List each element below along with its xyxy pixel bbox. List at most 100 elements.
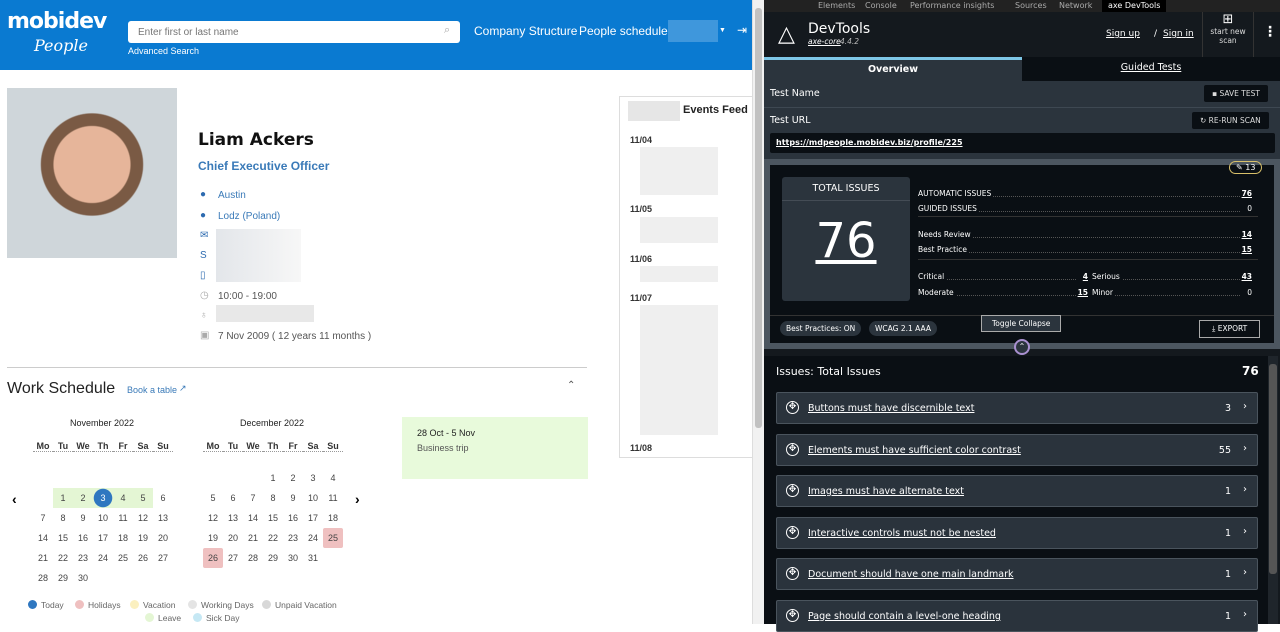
issue-title[interactable]: Document should have one main landmark (808, 569, 1014, 580)
calendar-day[interactable]: 2 (290, 473, 296, 483)
calendar-day[interactable]: 26 (203, 548, 223, 568)
calendar-day[interactable]: 13 (157, 513, 168, 523)
tab-console[interactable]: Console (865, 1, 897, 10)
calendar-day[interactable]: 17 (307, 513, 318, 523)
nav-people-schedule[interactable]: People schedule (579, 24, 668, 38)
calendar-day[interactable]: 6 (160, 493, 166, 503)
best-practices-toggle[interactable]: Best Practices: ON (780, 321, 862, 336)
search-icon[interactable]: ⌕ (444, 24, 451, 36)
calendar-day[interactable]: 11 (118, 513, 128, 523)
calendar-day[interactable]: 22 (267, 533, 278, 543)
calendar-day[interactable]: 24 (97, 553, 108, 563)
collapse-chevron-up-icon[interactable]: ⌃ (567, 380, 576, 391)
total-issues-count[interactable]: 76 (815, 213, 877, 269)
logout-icon[interactable]: ⇥ (737, 23, 748, 37)
chevron-right-icon[interactable]: › (1243, 608, 1247, 620)
sign-in-link[interactable]: Sign in (1163, 29, 1194, 39)
calendar-day[interactable]: 30 (77, 573, 88, 583)
issue-row[interactable]: ✥ Images must have alternate text 1 › (776, 475, 1258, 507)
calendar-day[interactable]: 7 (40, 513, 46, 523)
calendar-day[interactable]: 29 (267, 553, 278, 563)
issue-row[interactable]: ✥ Interactive controls must not be nested… (776, 516, 1258, 549)
tab-overview[interactable]: Overview (764, 57, 1022, 81)
calendar-day[interactable]: 1 (270, 473, 276, 483)
test-url-value[interactable]: https://mdpeople.mobidev.biz/profile/225 (776, 138, 963, 147)
calendar-day[interactable]: 19 (137, 533, 148, 543)
calendar-day[interactable]: 3 (310, 473, 316, 483)
calendar-day-today[interactable]: 3 (93, 488, 113, 508)
calendar-day[interactable]: 25 (117, 553, 128, 563)
bp-count[interactable]: 15 (1240, 245, 1252, 254)
calendar-day[interactable]: 9 (290, 493, 296, 503)
calendar-day[interactable]: 20 (157, 533, 168, 543)
calendar-day[interactable]: 20 (227, 533, 238, 543)
page-scrollbar[interactable] (752, 0, 764, 624)
critical-count[interactable]: 4 (1076, 272, 1088, 281)
automatic-count[interactable]: 76 (1240, 189, 1252, 198)
test-url-field[interactable]: https://mdpeople.mobidev.biz/profile/225 (770, 133, 1275, 153)
calendar-day[interactable]: 1 (53, 488, 73, 508)
issue-row[interactable]: ✥ Document should have one main landmark 1… (776, 558, 1258, 590)
advanced-search-link[interactable]: Advanced Search (128, 46, 200, 56)
calendar-day[interactable]: 10 (307, 493, 318, 503)
tab-guided-tests[interactable]: Guided Tests (1022, 57, 1280, 81)
calendar-day[interactable]: 5 (210, 493, 216, 503)
save-test-button[interactable]: ▪ SAVE TEST (1204, 85, 1268, 102)
chevron-right-icon[interactable]: › (1243, 525, 1247, 537)
calendar-day[interactable]: 21 (37, 553, 48, 563)
review-count[interactable]: 14 (1240, 230, 1252, 239)
calendar-day[interactable]: 23 (77, 553, 88, 563)
next-month-chevron-icon[interactable]: › (355, 491, 360, 507)
devtools-scrollbar[interactable] (1268, 356, 1278, 624)
sign-up-link[interactable]: Sign up (1106, 29, 1140, 39)
calendar-day[interactable]: 30 (287, 553, 298, 563)
issue-title[interactable]: Images must have alternate text (808, 486, 964, 497)
tab-performance-insights[interactable]: Performance insights (910, 1, 995, 10)
calendar-day[interactable]: 22 (57, 553, 68, 563)
calendar-day[interactable]: 25 (323, 528, 343, 548)
rerun-scan-button[interactable]: ↻ RE-RUN SCAN (1192, 112, 1269, 129)
calendar-day[interactable]: 29 (57, 573, 68, 583)
calendar-day[interactable]: 2 (73, 488, 93, 508)
calendar-day[interactable]: 14 (247, 513, 258, 523)
issue-title[interactable]: Page should contain a level-one heading (808, 610, 1001, 622)
calendar-day[interactable]: 31 (307, 553, 318, 563)
calendar-day[interactable]: 7 (250, 493, 256, 503)
issue-title[interactable]: Buttons must have discernible text (808, 403, 975, 414)
moderate-count[interactable]: 15 (1076, 288, 1088, 297)
more-menu-icon[interactable]: ⋮ (1263, 24, 1277, 40)
calendar-day[interactable]: 28 (37, 573, 48, 583)
user-menu[interactable] (668, 20, 718, 42)
search-input[interactable] (128, 21, 460, 43)
chevron-right-icon[interactable]: › (1243, 567, 1247, 578)
calendar-day[interactable]: 18 (117, 533, 128, 543)
calendar-day[interactable]: 17 (97, 533, 108, 543)
calendar-day[interactable]: 15 (267, 513, 278, 523)
calendar-day[interactable]: 18 (327, 513, 338, 523)
calendar-day[interactable]: 10 (97, 513, 108, 523)
calendar-day[interactable]: 8 (60, 513, 66, 523)
calendar-day[interactable]: 26 (137, 553, 148, 563)
calendar-day[interactable]: 11 (328, 493, 338, 503)
chevron-down-icon[interactable]: ▼ (719, 27, 726, 34)
calendar-day[interactable]: 8 (270, 493, 276, 503)
wcag-level-select[interactable]: WCAG 2.1 AAA (869, 321, 937, 336)
nav-company-structure[interactable]: Company Structure (474, 24, 578, 38)
issue-title[interactable]: Elements must have sufficient color cont… (808, 444, 1021, 456)
chevron-right-icon[interactable]: › (1243, 484, 1247, 495)
calendar-day[interactable]: 9 (80, 513, 86, 523)
book-table-link[interactable]: Book a table (127, 385, 178, 395)
export-button[interactable]: ⤓ EXPORT (1199, 320, 1261, 338)
schedule-event-card[interactable]: 28 Oct - 5 Nov Business trip (402, 417, 588, 479)
calendar-day[interactable]: 13 (227, 513, 238, 523)
calendar-day[interactable]: 27 (157, 553, 168, 563)
calendar-day[interactable]: 16 (287, 513, 298, 523)
chevron-right-icon[interactable]: › (1243, 442, 1247, 454)
calendar-day[interactable]: 27 (227, 553, 238, 563)
calendar-day[interactable]: 15 (57, 533, 68, 543)
calendar-day[interactable]: 24 (307, 533, 318, 543)
axe-core-link[interactable]: axe-core (808, 37, 841, 46)
tab-axe-devtools[interactable]: axe DevTools (1102, 0, 1167, 12)
calendar-day[interactable]: 16 (77, 533, 88, 543)
tab-elements[interactable]: Elements (818, 1, 856, 10)
